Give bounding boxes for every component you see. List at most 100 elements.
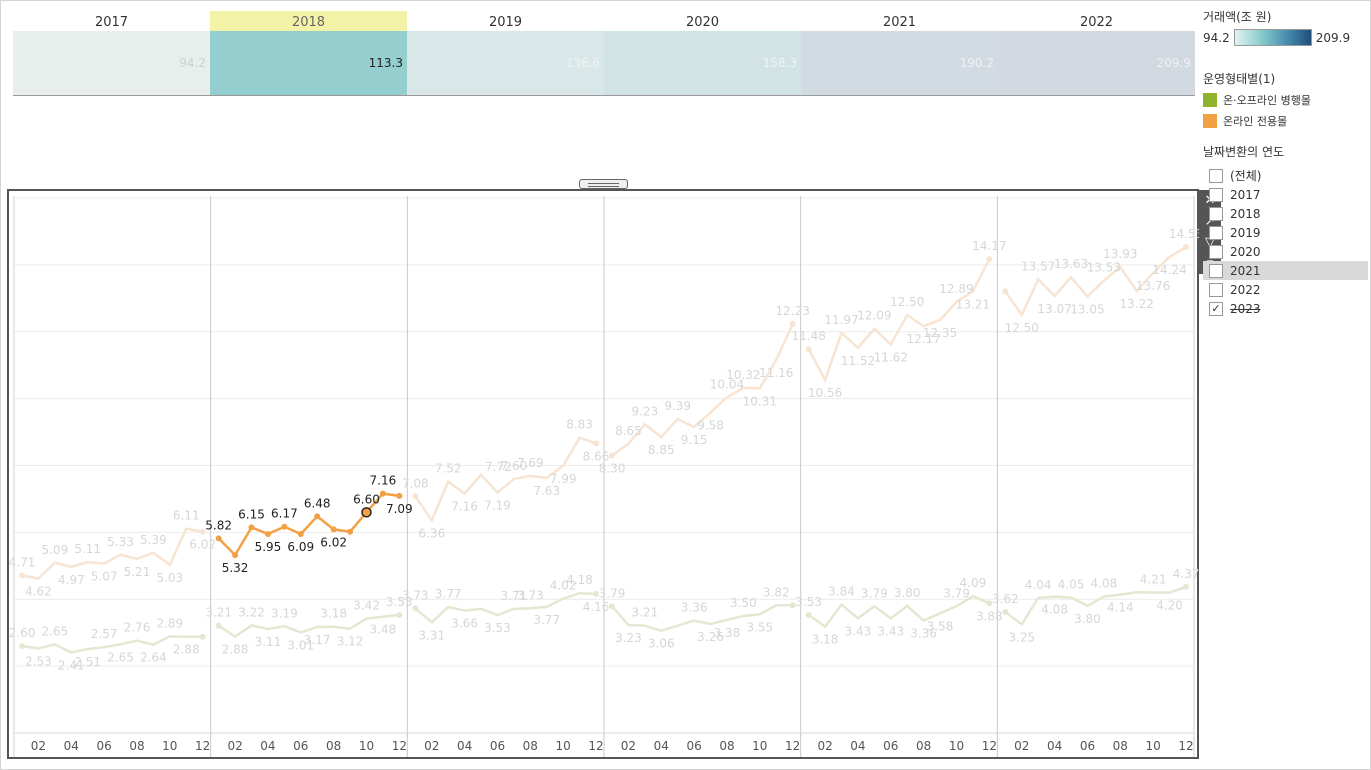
selected-point[interactable] xyxy=(361,507,372,518)
filter-checkbox[interactable] xyxy=(1209,282,1223,297)
year-filter-item[interactable]: ✓ 2023 xyxy=(1203,299,1368,318)
series-point[interactable] xyxy=(248,524,255,531)
series-line[interactable] xyxy=(611,604,793,633)
series-point[interactable] xyxy=(396,611,403,618)
external-link-icon[interactable]: ↗ xyxy=(1204,214,1216,229)
color-legend-item[interactable]: 온라인 전용몰 xyxy=(1203,113,1368,129)
monthly-line-chart-panel[interactable] xyxy=(7,189,1199,759)
series-point[interactable] xyxy=(19,572,25,579)
year-filter-item[interactable]: 2018 xyxy=(1203,204,1368,223)
series-point[interactable] xyxy=(330,526,337,533)
series-point[interactable] xyxy=(281,523,288,530)
series-line[interactable] xyxy=(807,258,991,384)
series-point[interactable] xyxy=(215,535,222,542)
month-tick-label: 06 xyxy=(1080,739,1095,753)
data-label: 10.32 xyxy=(726,368,760,382)
data-label: 13.22 xyxy=(1120,297,1154,311)
series-line[interactable] xyxy=(21,527,203,580)
series-line[interactable] xyxy=(611,323,794,457)
series-point[interactable] xyxy=(347,528,354,535)
series-point[interactable] xyxy=(232,552,239,559)
series-point[interactable] xyxy=(215,622,222,629)
series-point[interactable] xyxy=(1183,583,1189,590)
color-legend-item[interactable]: 온·오프라인 병행몰 xyxy=(1203,92,1368,108)
month-tick-label: 02 xyxy=(817,739,832,753)
annual-sales-cell[interactable] xyxy=(998,31,1195,95)
year-header-label[interactable]: 2019 xyxy=(489,15,522,30)
data-label: 3.88 xyxy=(976,609,1003,623)
data-label: 4.97 xyxy=(58,573,85,587)
year-filter-item[interactable]: 2021 xyxy=(1203,261,1368,280)
series-line[interactable] xyxy=(21,635,203,654)
series-line[interactable] xyxy=(1004,585,1187,627)
data-label: 11.16 xyxy=(759,366,793,380)
year-filter-item[interactable]: 2020 xyxy=(1203,242,1368,261)
data-label: 3.55 xyxy=(746,620,773,634)
series-line[interactable] xyxy=(807,594,990,629)
series-point[interactable] xyxy=(412,605,419,612)
resize-handle[interactable] xyxy=(579,179,628,189)
series-point[interactable] xyxy=(986,600,993,607)
year-header-label[interactable]: 2017 xyxy=(95,15,128,30)
year-filter-list: (전체) 2017 2018 2019 2020 2021 2022 ✓ 2023 xyxy=(1203,166,1368,318)
data-label: 5.32 xyxy=(222,561,249,575)
series-line[interactable] xyxy=(1004,246,1187,318)
annual-sales-cell[interactable] xyxy=(13,31,210,95)
series-point[interactable] xyxy=(1183,244,1189,251)
series-point[interactable] xyxy=(396,492,403,499)
data-label: 2.65 xyxy=(107,650,134,664)
year-header-label[interactable]: 2020 xyxy=(686,15,719,30)
series-point[interactable] xyxy=(379,490,386,497)
data-label: 8.30 xyxy=(599,461,626,475)
filter-checkbox[interactable]: ✓ xyxy=(1209,301,1223,316)
filter-icon[interactable]: ▽ xyxy=(1205,235,1215,250)
year-filter-item[interactable]: 2019 xyxy=(1203,223,1368,242)
series-point[interactable] xyxy=(789,602,796,609)
filter-label: 2023 xyxy=(1230,301,1261,316)
color-legend-label: 온라인 전용몰 xyxy=(1223,115,1288,128)
month-tick-label: 12 xyxy=(195,739,210,753)
series-point[interactable] xyxy=(314,513,321,520)
year-header-label[interactable]: 2021 xyxy=(883,15,916,30)
data-label: 4.14 xyxy=(1107,601,1134,615)
annual-sales-value: 94.2 xyxy=(179,56,206,70)
monthly-line-chart: 02 04 06 08 10 12 02 04 06 08 10 12 02 04 06 08 10 12 02 04… xyxy=(9,196,1200,757)
series-point[interactable] xyxy=(1002,288,1009,295)
series-point[interactable] xyxy=(199,528,206,535)
series-point[interactable] xyxy=(609,452,615,459)
series-point[interactable] xyxy=(1002,608,1009,615)
annual-sales-cell[interactable] xyxy=(210,31,407,95)
data-label: 4.02 xyxy=(550,579,577,593)
filter-checkbox[interactable] xyxy=(1209,225,1223,240)
filter-checkbox[interactable] xyxy=(1209,187,1223,202)
year-header-label[interactable]: 2022 xyxy=(1080,15,1113,30)
year-filter-item[interactable]: 2022 xyxy=(1203,280,1368,299)
series-point[interactable] xyxy=(199,633,206,640)
series-point[interactable] xyxy=(805,346,812,353)
series-line[interactable] xyxy=(218,613,400,639)
year-filter-item[interactable]: (전체) xyxy=(1203,166,1368,185)
series-point[interactable] xyxy=(986,256,993,263)
annual-sales-cell[interactable] xyxy=(407,31,604,95)
year-filter-item[interactable]: 2017 xyxy=(1203,185,1368,204)
series-line[interactable] xyxy=(414,591,597,624)
data-label: 12.23 xyxy=(775,304,809,318)
series-point[interactable] xyxy=(593,590,599,597)
filter-checkbox[interactable] xyxy=(1209,168,1223,183)
data-label: 12.50 xyxy=(890,295,924,309)
series-line[interactable] xyxy=(414,436,597,523)
filter-checkbox[interactable] xyxy=(1209,206,1223,221)
series-point[interactable] xyxy=(297,531,304,538)
series-point[interactable] xyxy=(609,603,615,610)
series-point[interactable] xyxy=(805,611,812,618)
series-point[interactable] xyxy=(264,531,271,538)
series-point[interactable] xyxy=(789,321,796,328)
annual-sales-cell[interactable] xyxy=(801,31,998,95)
filter-checkbox[interactable] xyxy=(1209,263,1223,278)
series-point[interactable] xyxy=(412,493,419,500)
annual-sales-cell[interactable] xyxy=(604,31,801,95)
filter-checkbox[interactable] xyxy=(1209,244,1223,259)
year-header-label[interactable]: 2018 xyxy=(292,15,325,30)
series-point[interactable] xyxy=(593,440,599,447)
series-point[interactable] xyxy=(19,643,25,650)
